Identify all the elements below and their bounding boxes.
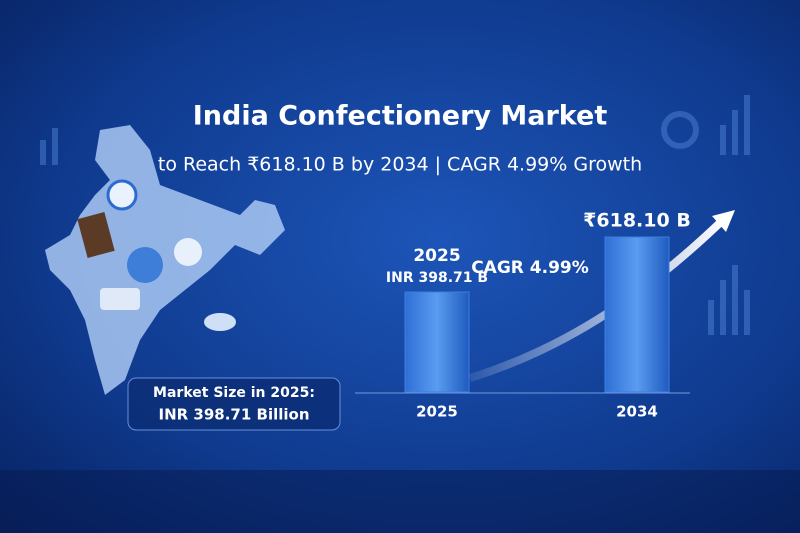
info-value: INR 398.71 Billion (159, 406, 310, 424)
x-tick-label: 2034 (616, 403, 658, 421)
chart-subtitle: to Reach ₹618.10 B by 2034 | CAGR 4.99% … (158, 154, 642, 176)
candy-ball-icon (127, 247, 163, 283)
year-label: 2025 (413, 246, 460, 266)
info-label: Market Size in 2025: (153, 385, 315, 401)
chart-title: India Confectionery Market (193, 101, 608, 132)
map-shape (45, 125, 285, 395)
value-label: ₹618.10 B (583, 210, 691, 232)
decor-bars (40, 95, 750, 335)
floor (0, 470, 800, 533)
chocolate-icon (77, 212, 115, 258)
decor-pie (661, 111, 699, 149)
arrow-head (712, 210, 735, 232)
x-tick-label: 2025 (416, 403, 458, 421)
bar (604, 236, 670, 393)
bar (404, 291, 470, 393)
lollipop-icon (106, 179, 138, 211)
cagr-annotation: CAGR 4.99% (471, 258, 589, 278)
growth-arrow (468, 215, 728, 382)
info-box (127, 377, 341, 431)
lollipop-icon (174, 238, 202, 266)
wrapped-candy-icon (204, 313, 236, 331)
value-label: INR 398.71 B (386, 270, 488, 286)
candy-bar-icon (100, 288, 140, 310)
